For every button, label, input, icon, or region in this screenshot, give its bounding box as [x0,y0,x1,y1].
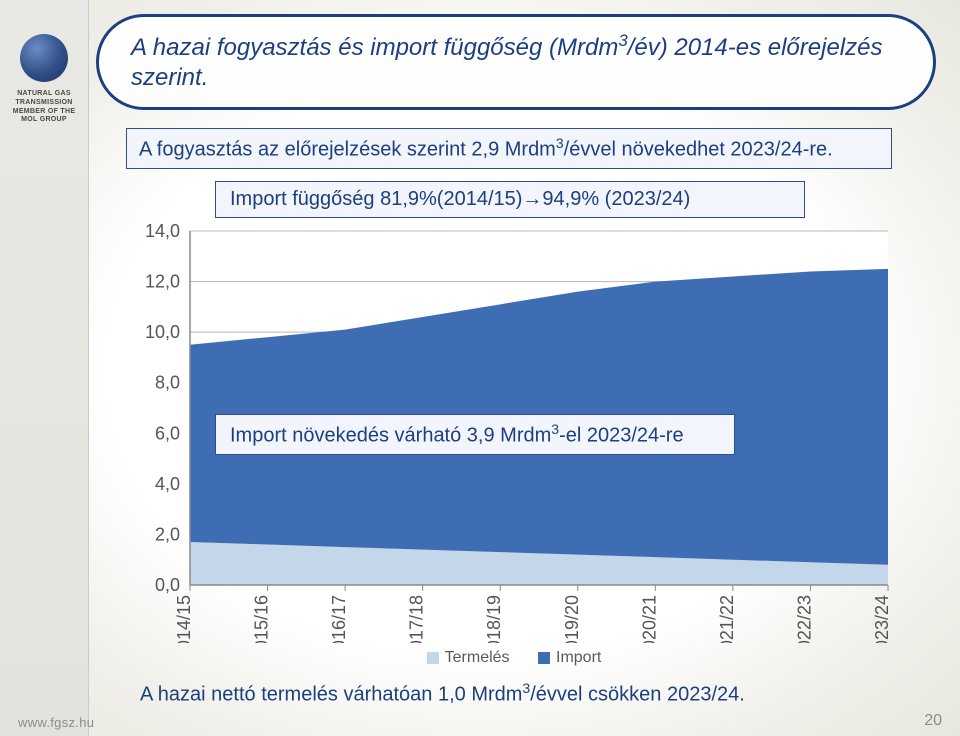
svg-text:2022/23: 2022/23 [794,595,814,643]
svg-text:2018/19: 2018/19 [484,595,504,643]
subtitle-box: A fogyasztás az előrejelzések szerint 2,… [126,128,892,169]
svg-text:8,0: 8,0 [155,373,180,393]
svg-text:0,0: 0,0 [155,575,180,595]
svg-text:2014/15: 2014/15 [174,595,194,643]
svg-text:2015/16: 2015/16 [252,595,272,643]
logo-icon [20,34,68,82]
logo-line2: MEMBER OF THE MOL GROUP [13,108,76,124]
svg-text:2017/18: 2017/18 [407,595,427,643]
svg-text:2023/24: 2023/24 [872,595,892,643]
legend-swatch-termeles [427,652,439,664]
sidebar: NATURAL GAS TRANSMISSION MEMBER OF THE M… [0,0,89,736]
footer-url: www.fgsz.hu [18,715,94,730]
svg-text:2020/21: 2020/21 [639,595,659,643]
midbox-top: Import függőség 81,9%(2014/15)→94,9% (20… [215,181,805,218]
legend-label: Import [556,649,601,667]
svg-text:4,0: 4,0 [155,474,180,494]
page-number: 20 [924,712,942,730]
page-title: A hazai fogyasztás és import függőség (M… [131,31,901,93]
svg-text:14,0: 14,0 [145,223,180,241]
legend-item: Termelés [427,649,510,667]
svg-text:10,0: 10,0 [145,322,180,342]
legend-item: Import [538,649,601,667]
midbox-middle: Import növekedés várható 3,9 Mrdm3-el 20… [215,414,735,455]
legend-swatch-import [538,652,550,664]
svg-text:6,0: 6,0 [155,423,180,443]
svg-text:12,0: 12,0 [145,272,180,292]
logo-line1: NATURAL GAS TRANSMISSION [15,90,72,106]
bottom-text: A hazai nettó termelés várhatóan 1,0 Mrd… [140,680,900,707]
chart-legend: Termelés Import [130,649,898,669]
svg-text:2,0: 2,0 [155,524,180,544]
svg-text:2019/20: 2019/20 [562,595,582,643]
slide: NATURAL GAS TRANSMISSION MEMBER OF THE M… [0,0,960,736]
legend-label: Termelés [445,649,510,667]
svg-text:2021/22: 2021/22 [717,595,737,643]
title-box: A hazai fogyasztás és import függőség (M… [96,14,936,110]
svg-text:2016/17: 2016/17 [329,595,349,643]
logo-text: NATURAL GAS TRANSMISSION MEMBER OF THE M… [10,90,78,125]
logo: NATURAL GAS TRANSMISSION MEMBER OF THE M… [10,34,78,125]
